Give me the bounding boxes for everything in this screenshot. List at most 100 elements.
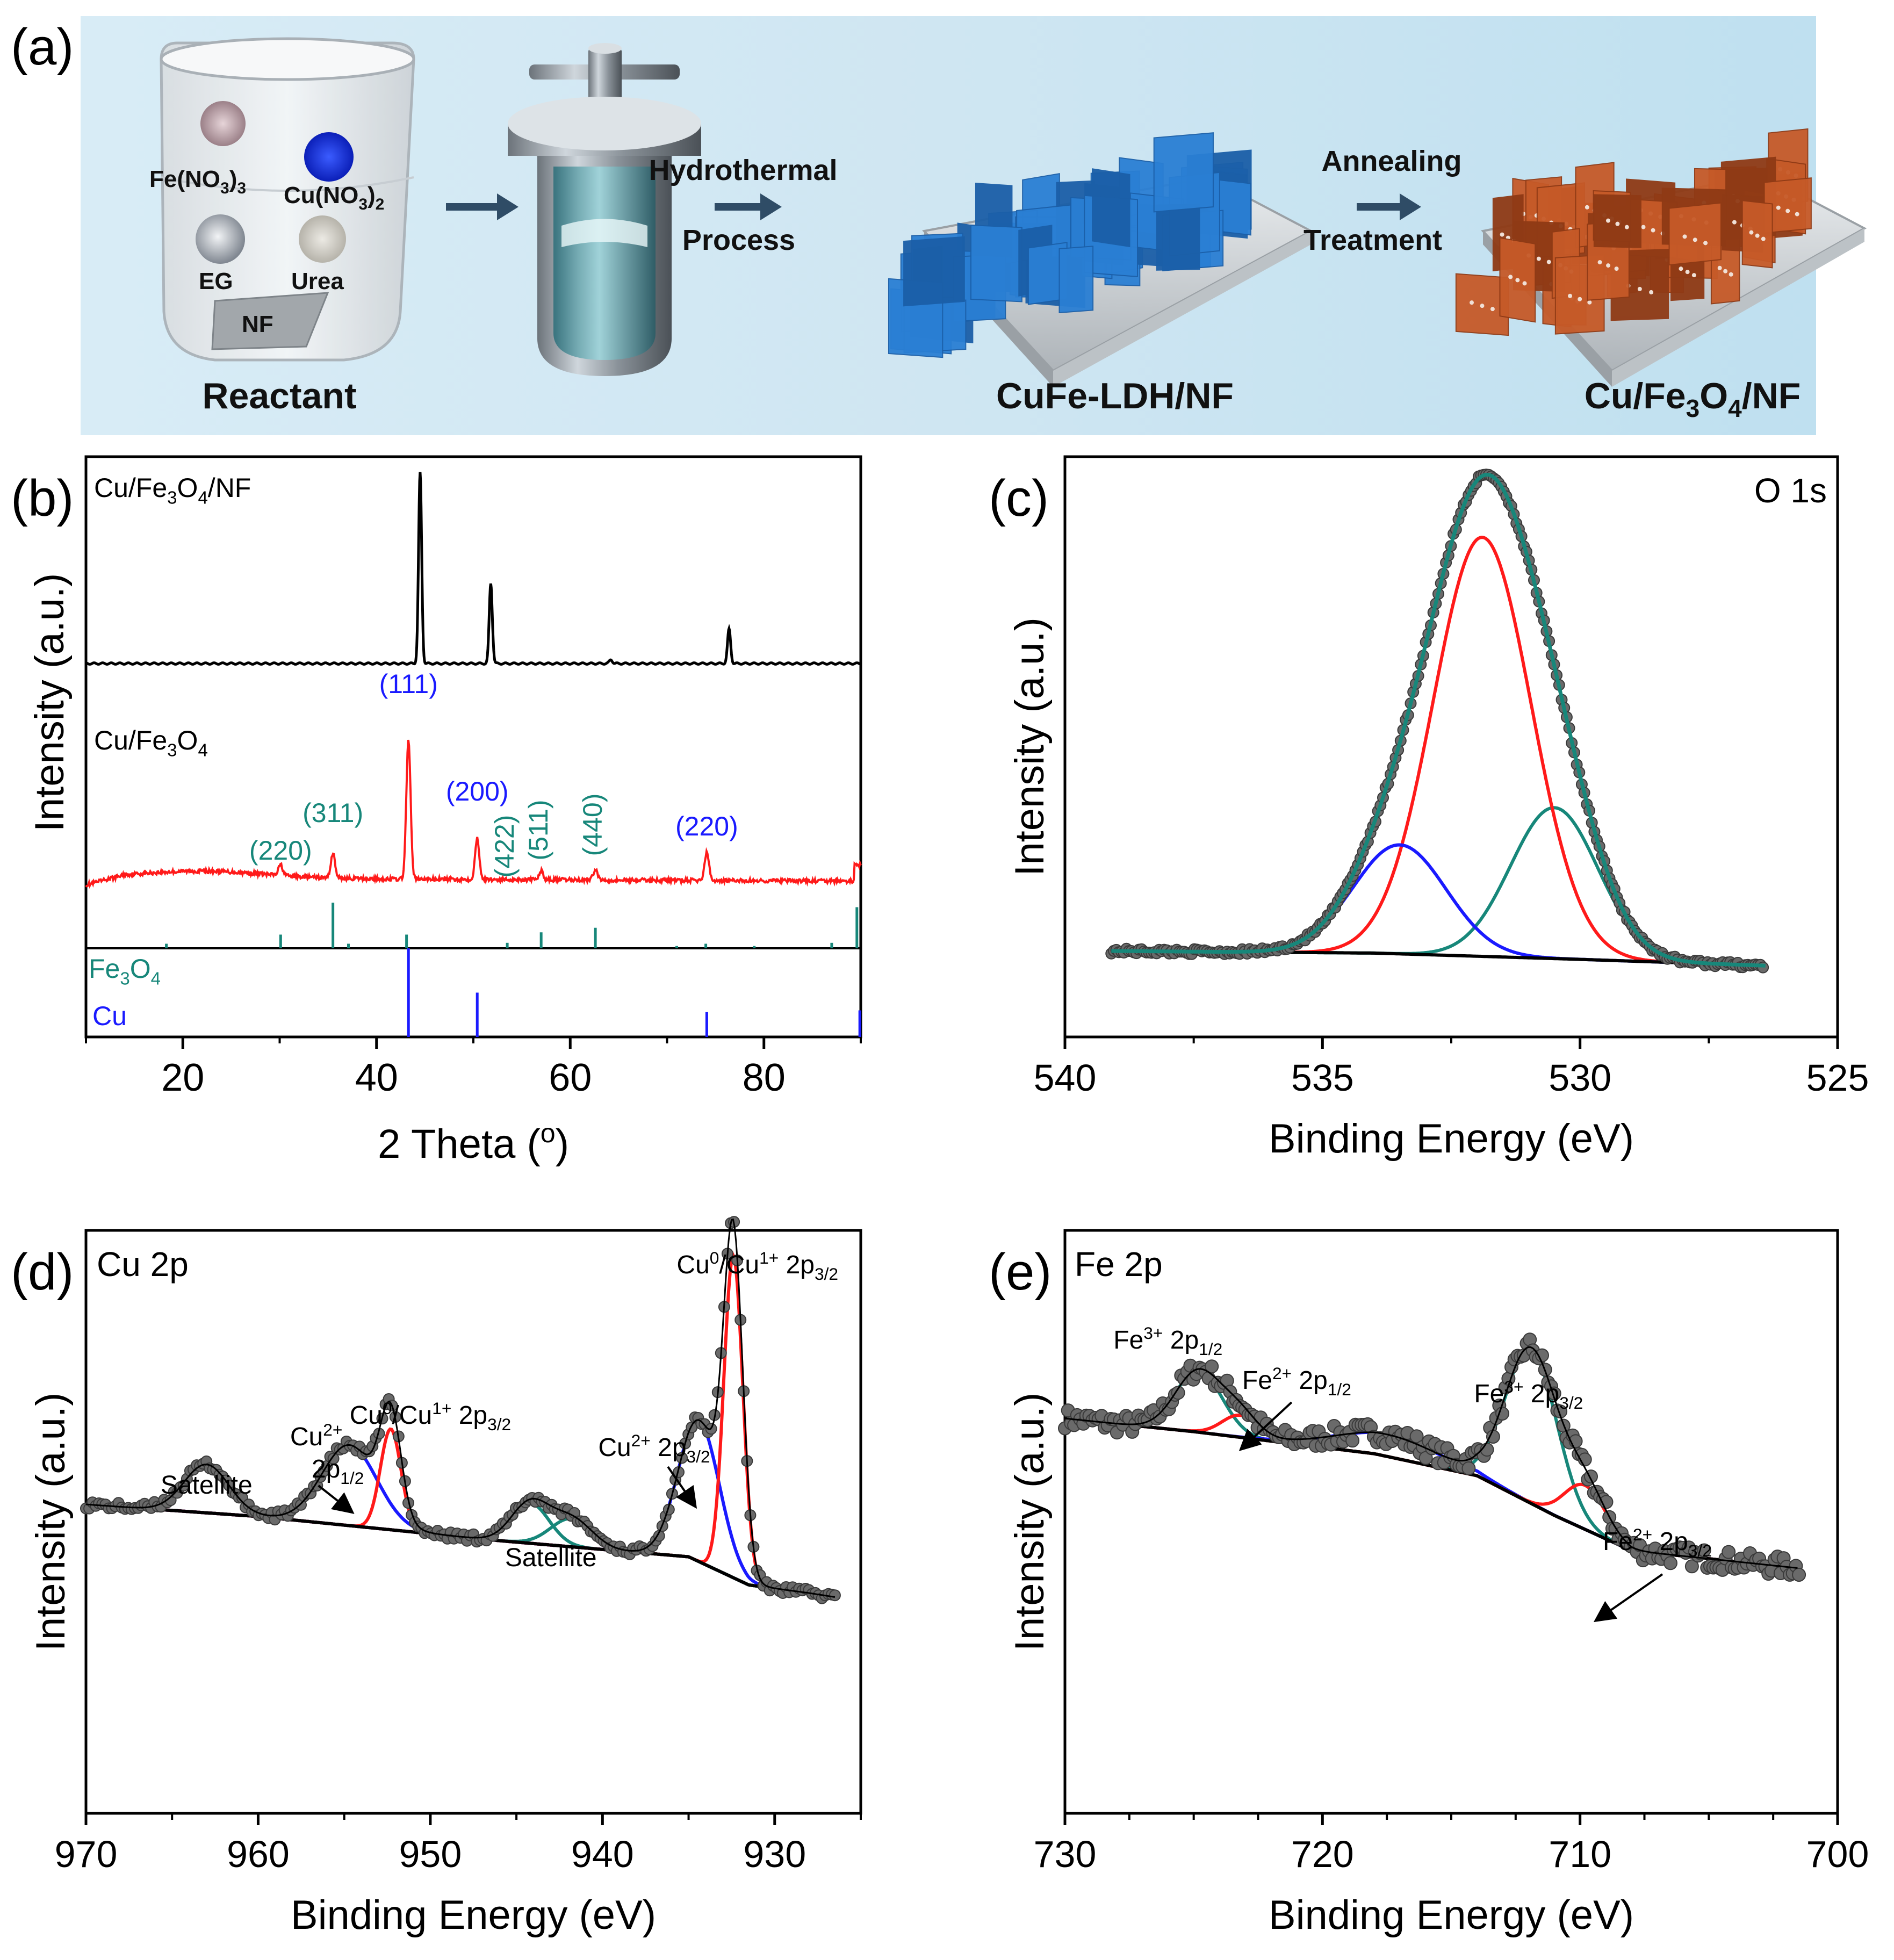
data-point bbox=[1663, 1556, 1677, 1570]
sheet-pore bbox=[1679, 266, 1683, 271]
ldh-on-nf bbox=[888, 132, 1314, 387]
panel-b-xrd: 20 40 60 80 (b) 2 Theta (o) Intensity (a.u.) Cu… bbox=[11, 455, 862, 1167]
label-hydrothermal: Hydrothermal bbox=[649, 154, 837, 186]
label-fe-nitrate: Fe(NO3)3 bbox=[149, 166, 246, 197]
data-point bbox=[1345, 1433, 1360, 1448]
peak-label: Cu2+ 2p3/2 bbox=[598, 1431, 710, 1466]
sheet-pore bbox=[1522, 281, 1527, 286]
panel-letter: (e) bbox=[989, 1243, 1052, 1301]
label-cu-fe3o4-nf: Cu/Fe3O4/NF bbox=[1585, 376, 1801, 422]
peak-label: Fe3+ 2p1/2 bbox=[1113, 1323, 1222, 1359]
sheet-pore bbox=[1587, 300, 1592, 305]
data-point bbox=[1495, 1407, 1509, 1421]
xps-xlabel: Binding Energy (eV) bbox=[1269, 1116, 1634, 1162]
spectrum-title: O 1s bbox=[1754, 471, 1827, 510]
label-cu-nitrate: Cu(NO3)2 bbox=[284, 182, 384, 213]
hkl-label: (440) bbox=[578, 794, 608, 856]
sheet-pore bbox=[1480, 304, 1485, 308]
panel-b-letter: (b) bbox=[11, 470, 74, 527]
data-point bbox=[1792, 1568, 1806, 1582]
nanosheet bbox=[1763, 177, 1812, 234]
arrow-3-head bbox=[1400, 193, 1421, 220]
sheet-pore bbox=[1605, 218, 1610, 223]
nanosheet bbox=[1156, 203, 1200, 271]
sheet-pore bbox=[1776, 205, 1781, 210]
x-tick-label: 720 bbox=[1291, 1833, 1354, 1875]
panel-d-cu2p: 970 960 950 940 930 (d) Binding Energy (eV) Int… bbox=[11, 1216, 862, 1938]
xps-xlabel: Binding Energy (eV) bbox=[291, 1892, 656, 1938]
sheet-pore bbox=[1500, 232, 1504, 237]
label-annealing: Annealing bbox=[1321, 145, 1461, 177]
sheet-pore bbox=[1693, 237, 1697, 242]
data-point bbox=[686, 1421, 698, 1433]
panel-a-letter: (a) bbox=[11, 18, 74, 76]
component-sat-2b bbox=[85, 1503, 836, 1599]
sheet-pore bbox=[1637, 286, 1642, 291]
hkl-label: (511) bbox=[523, 799, 553, 860]
cu-fe3o4-on-nf bbox=[1455, 128, 1867, 387]
series-line-cu-fe3o4-nf bbox=[85, 472, 861, 666]
label-arrow bbox=[1238, 1401, 1293, 1451]
x-tick-label: 20 bbox=[161, 1056, 204, 1099]
x-tick-label: 700 bbox=[1806, 1833, 1869, 1875]
component-cu2-2p3-2 bbox=[85, 1418, 836, 1599]
sheet-pore bbox=[1515, 278, 1520, 283]
label-eg: EG bbox=[199, 268, 233, 294]
xps-ylabel: Intensity (a.u.) bbox=[1007, 1393, 1053, 1652]
label-arrow bbox=[1593, 1573, 1663, 1623]
x-tick-label: 530 bbox=[1549, 1057, 1611, 1099]
hkl-label: (111) bbox=[379, 669, 438, 699]
sheet-pore bbox=[1651, 228, 1655, 233]
nickel-foam-piece bbox=[211, 292, 329, 350]
sheet-pore bbox=[1578, 297, 1582, 301]
sheet-pore bbox=[1761, 236, 1766, 241]
sheet-pore bbox=[1614, 266, 1619, 271]
arrow-2-head bbox=[760, 193, 782, 220]
sheet-pore bbox=[1691, 273, 1696, 278]
x-tick-label: 525 bbox=[1806, 1057, 1869, 1099]
hkl-label: (200) bbox=[446, 776, 509, 806]
hkl-label: (220) bbox=[675, 811, 738, 841]
data-point bbox=[1697, 1543, 1711, 1558]
data-point bbox=[1205, 1359, 1219, 1374]
background-line bbox=[85, 1503, 836, 1599]
label-arrow bbox=[318, 1485, 355, 1514]
peak-label: Satellite bbox=[505, 1544, 597, 1572]
spectrum-title: Fe 2p bbox=[1075, 1245, 1163, 1284]
envelope-fit bbox=[1111, 472, 1766, 968]
envelope-fit bbox=[85, 1218, 836, 1598]
sheet-pore bbox=[1624, 225, 1629, 229]
sheet-pore bbox=[1685, 270, 1690, 275]
data-point bbox=[1171, 1386, 1185, 1400]
reactant-beaker: NF Fe(NO3)3 Cu(NO3)2 EG Urea bbox=[149, 37, 415, 362]
x-tick-label: 80 bbox=[743, 1056, 786, 1099]
sheet-pore bbox=[1470, 300, 1474, 305]
label-reactant: Reactant bbox=[202, 376, 356, 416]
sheet-pore bbox=[1717, 265, 1722, 270]
data-point bbox=[829, 1589, 841, 1602]
x-tick-label: 730 bbox=[1034, 1833, 1097, 1875]
x-tick-label: 60 bbox=[549, 1056, 592, 1099]
label-process: Process bbox=[682, 224, 795, 256]
component-sat-2a bbox=[85, 1501, 836, 1599]
x-tick-label: 970 bbox=[55, 1833, 118, 1875]
xps-xlabel: Binding Energy (eV) bbox=[1269, 1892, 1634, 1938]
label-arrow bbox=[667, 1466, 697, 1509]
x-tick-label: 535 bbox=[1291, 1057, 1354, 1099]
xps-ylabel: Intensity (a.u.) bbox=[28, 1393, 74, 1652]
xrd-xlabel: 2 Theta (o) bbox=[378, 1118, 569, 1167]
peak-label: Cu2+ bbox=[290, 1420, 343, 1451]
x-tick-label: 540 bbox=[1034, 1057, 1097, 1099]
eg-sample bbox=[196, 214, 245, 264]
sheet-pore bbox=[1606, 263, 1611, 268]
panel-a-scheme: (a) NF Fe(NO3)3 Cu(NO3)2 EG Urea Reactan… bbox=[11, 16, 1867, 435]
data-point bbox=[1409, 1429, 1424, 1444]
x-tick-label: 930 bbox=[743, 1833, 806, 1875]
autoclave bbox=[508, 43, 701, 376]
panel-e-fe2p: 730 720 710 700 (e) Binding Energy (eV) Intens… bbox=[989, 1229, 1869, 1938]
hkl-label: (422) bbox=[489, 815, 520, 878]
sheet-pore bbox=[1568, 293, 1573, 298]
peak-label: 2p1/2 bbox=[312, 1455, 364, 1488]
peak-label: Fe2+ 2p3/2 bbox=[1603, 1525, 1712, 1560]
